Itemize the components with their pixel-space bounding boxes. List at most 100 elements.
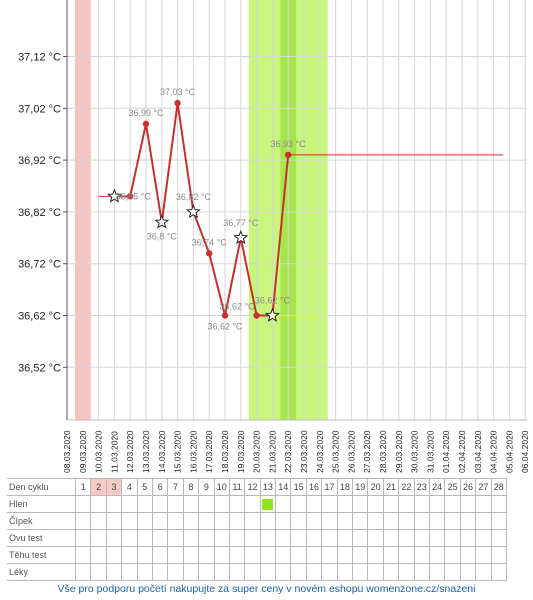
table-cell bbox=[105, 563, 123, 581]
point-marker bbox=[221, 312, 229, 319]
table-cell bbox=[136, 495, 153, 513]
table-cell bbox=[74, 512, 92, 530]
y-tick-label: 36,52 °C bbox=[18, 362, 61, 374]
cycle-day-cell: 22 bbox=[398, 478, 415, 496]
table-cell bbox=[259, 512, 277, 530]
cycle-day-cell: 14 bbox=[275, 478, 292, 496]
cycle-day-cell: 5 bbox=[136, 478, 153, 496]
table-cell bbox=[198, 512, 215, 530]
table-cell bbox=[352, 529, 369, 547]
table-cell bbox=[90, 546, 107, 564]
x-tick-label: 27.03.2020 bbox=[362, 430, 372, 473]
cycle-day-cell: 16 bbox=[305, 478, 323, 496]
data-label: 36,74 °C bbox=[192, 237, 228, 247]
table-cell bbox=[413, 512, 430, 530]
cycle-day-cell: 11 bbox=[228, 478, 246, 496]
x-tick-label: 09.03.2020 bbox=[78, 430, 88, 473]
data-label: 36,77 °C bbox=[223, 218, 259, 228]
table-cell bbox=[244, 563, 261, 581]
table-cell bbox=[105, 495, 123, 513]
cycle-table: Den cyklu 1 2 3 4 5 6 7 8 9 10 11 12 13 14 15 16 17 18 19 20… bbox=[7, 478, 507, 581]
table-cell bbox=[136, 512, 153, 530]
shop-link[interactable]: Vše pro podporu početí nakupujte za supe… bbox=[57, 583, 476, 595]
cycle-day-cell: 19 bbox=[352, 478, 369, 496]
table-cell bbox=[475, 546, 492, 564]
table-cell bbox=[428, 563, 446, 581]
table-cell bbox=[244, 546, 261, 564]
table-cell bbox=[213, 495, 230, 513]
table-cell bbox=[428, 495, 446, 513]
x-tick-label: 28.03.2020 bbox=[378, 430, 388, 473]
table-cell bbox=[305, 529, 323, 547]
star-marker bbox=[233, 229, 249, 245]
table-cell bbox=[490, 529, 507, 547]
star-marker bbox=[264, 307, 280, 322]
table-cell bbox=[74, 563, 92, 581]
table-cell bbox=[167, 495, 184, 513]
cycle-day-row: Den cyklu 1 2 3 4 5 6 7 8 9 10 11 12 13 14 15 16 17 18 19 20… bbox=[7, 478, 507, 496]
table-cell bbox=[490, 563, 507, 581]
data-label: 36,85 °C bbox=[116, 191, 152, 201]
table-cell bbox=[244, 495, 261, 513]
table-cell bbox=[321, 495, 338, 513]
table-cell bbox=[305, 512, 323, 530]
table-cell bbox=[259, 495, 277, 513]
table-cell bbox=[290, 546, 307, 564]
table-cell bbox=[105, 546, 123, 564]
x-tick-label: 22.03.2020 bbox=[283, 430, 293, 473]
table-cell bbox=[382, 546, 400, 564]
x-tick-label: 15.03.2020 bbox=[173, 430, 183, 473]
x-tick-label: 12.03.2020 bbox=[125, 430, 135, 473]
table-cell bbox=[275, 512, 292, 530]
table-cell bbox=[490, 512, 507, 530]
cycle-day-cell: 26 bbox=[459, 478, 477, 496]
data-label: 36,62 °C bbox=[207, 322, 243, 332]
point-marker bbox=[206, 250, 213, 257]
table-cell bbox=[275, 546, 292, 564]
table-cell bbox=[382, 495, 400, 513]
table-cell bbox=[275, 563, 292, 581]
table-cell bbox=[413, 529, 430, 547]
table-cell bbox=[444, 563, 461, 581]
table-cell bbox=[321, 563, 338, 581]
table-cell bbox=[475, 563, 492, 581]
chart-grid bbox=[66, 0, 527, 420]
table-cell bbox=[459, 512, 477, 530]
table-cell bbox=[244, 512, 261, 530]
y-tick-label: 37,02 °C bbox=[18, 103, 61, 115]
table-cell bbox=[475, 495, 492, 513]
cycle-day-cell: 2 bbox=[90, 478, 107, 496]
table-cell bbox=[459, 563, 477, 581]
table-cell bbox=[198, 546, 215, 564]
row-label: Hlen bbox=[7, 495, 76, 513]
table-cell bbox=[290, 563, 307, 581]
x-tick-label: 16.03.2020 bbox=[188, 430, 198, 473]
table-cell bbox=[105, 529, 123, 547]
table-cell bbox=[382, 512, 400, 530]
star-marker bbox=[106, 188, 122, 203]
table-cell bbox=[367, 512, 384, 530]
chart-axes bbox=[63, 0, 527, 421]
table-cell bbox=[428, 512, 446, 530]
table-cell bbox=[367, 563, 384, 581]
hlen-marker bbox=[262, 498, 274, 510]
table-cell bbox=[151, 529, 169, 547]
table-cell bbox=[198, 529, 215, 547]
table-cell bbox=[151, 512, 169, 530]
table-cell bbox=[259, 546, 277, 564]
x-tick-label: 10.03.2020 bbox=[94, 430, 104, 473]
table-row: Hlen bbox=[7, 495, 507, 513]
table-cell bbox=[182, 546, 200, 564]
x-tick-label: 20.03.2020 bbox=[252, 430, 262, 473]
x-axis-labels: 08.03.2020 09.03.2020 10.03.2020 11.03.2020… bbox=[62, 430, 530, 473]
x-tick-label: 06.04.2020 bbox=[520, 430, 530, 473]
x-tick-label: 03.04.2020 bbox=[473, 430, 483, 473]
table-cell bbox=[136, 546, 153, 564]
x-tick-label: 08.03.2020 bbox=[62, 430, 72, 473]
table-cell bbox=[167, 546, 184, 564]
table-cell bbox=[105, 512, 123, 530]
data-label: 36,99 °C bbox=[128, 108, 164, 118]
table-cell bbox=[459, 529, 477, 547]
row-label: Těhu test bbox=[7, 546, 76, 564]
x-tick-label: 11.03.2020 bbox=[109, 431, 119, 473]
